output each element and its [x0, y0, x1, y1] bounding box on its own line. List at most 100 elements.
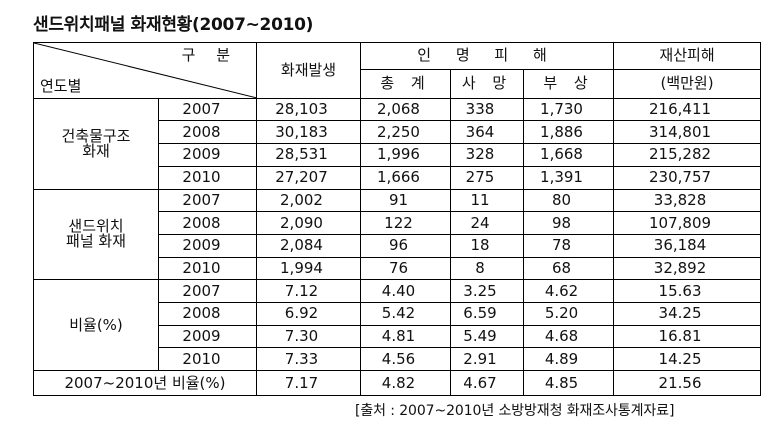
- header-year-label: 연도별: [40, 76, 82, 95]
- group-label-cell: 건축물구조 화재: [33, 97, 159, 190]
- summary-property-damage: 21.56: [613, 370, 762, 396]
- summary-injured: 4.85: [522, 370, 615, 396]
- fire-count-cell: 27,207: [256, 165, 361, 190]
- casualty-total-cell: 1,666: [360, 165, 451, 190]
- property-damage-cell: 14.25: [613, 347, 762, 372]
- year-cell: 2007: [158, 279, 257, 304]
- group-label-line1: 건축물구조: [61, 126, 131, 145]
- deaths-cell: 6.59: [450, 302, 524, 326]
- casualty-total-cell: 5.42: [360, 302, 451, 326]
- table-row: 비율(%) 2007 7.12 4.40 3.25 4.62 15.63: [33, 279, 762, 372]
- table-row: 2008 2,090 122 24 98 107,809: [34, 211, 762, 235]
- fire-count-cell: 2,084: [256, 233, 361, 258]
- group-label-line2: 화재: [82, 141, 110, 160]
- injured-cell: 1,730: [522, 97, 615, 122]
- diagonal-line: [34, 43, 256, 98]
- header-total: 총 계: [360, 68, 451, 99]
- injured-cell: 98: [522, 211, 615, 235]
- diagonal-header-cell: 구 분 연도별: [33, 42, 257, 99]
- header-injured: 부 상: [522, 68, 615, 99]
- table-row: 건축물구조 화재 2007 28,103 2,068 338 1,730 216,411: [33, 97, 762, 190]
- injured-cell: 1,886: [522, 120, 615, 145]
- deaths-cell: 24: [450, 211, 524, 235]
- property-damage-cell: 16.81: [613, 324, 762, 349]
- year-cell: 2008: [158, 120, 257, 145]
- injured-cell: 68: [522, 256, 615, 281]
- group-label-line1: 샌드위치: [68, 217, 124, 236]
- group-label-line1: 비율(%): [69, 315, 123, 334]
- fire-count-cell: 28,103: [256, 97, 361, 122]
- year-cell: 2010: [158, 347, 257, 372]
- deaths-cell: 5.49: [450, 324, 524, 349]
- casualty-total-cell: 1,996: [360, 143, 451, 167]
- group-label-line2: 패널 화재: [66, 232, 126, 251]
- year-cell: 2008: [158, 211, 257, 235]
- summary-deaths: 4.67: [450, 370, 524, 396]
- table-row: 샌드위치 패널 화재 2007 2,002 91 11 80 33,828: [33, 188, 762, 281]
- fire-statistics-table: 구 분 연도별 화재발생 인 명 피 해 재산피해 총 계 사 망 부 상 (백…: [33, 42, 762, 396]
- fire-count-cell: 2,002: [256, 188, 361, 213]
- year-cell: 2010: [158, 165, 257, 190]
- injured-cell: 78: [522, 233, 615, 258]
- fire-count-cell: 7.12: [256, 279, 361, 304]
- year-cell: 2008: [158, 302, 257, 326]
- casualty-total-cell: 4.56: [360, 347, 451, 372]
- fire-count-cell: 7.30: [256, 324, 361, 349]
- injured-cell: 1,668: [522, 143, 615, 167]
- fire-count-cell: 1,994: [256, 256, 361, 281]
- casualty-total-cell: 91: [360, 188, 451, 213]
- property-damage-cell: 216,411: [613, 97, 762, 122]
- header-property-damage: 재산피해: [613, 42, 762, 70]
- year-cell: 2009: [158, 233, 257, 258]
- deaths-cell: 2.91: [450, 347, 524, 372]
- year-cell: 2009: [158, 324, 257, 349]
- table-row: 2009 2,084 96 18 78 36,184: [34, 233, 762, 258]
- casualty-total-cell: 4.40: [360, 279, 451, 304]
- deaths-cell: 3.25: [450, 279, 524, 304]
- casualty-total-cell: 122: [360, 211, 451, 235]
- property-damage-cell: 230,757: [613, 165, 762, 190]
- header-casualties: 인 명 피 해: [359, 42, 615, 70]
- casualty-total-cell: 2,250: [360, 120, 451, 145]
- summary-casualty-total: 4.82: [360, 370, 451, 396]
- table-row: 2008 30,183 2,250 364 1,886 314,801: [34, 120, 762, 145]
- deaths-cell: 328: [450, 143, 524, 167]
- header-row-2: 총 계 사 망 부 상 (백만원): [34, 68, 762, 99]
- summary-fire-count: 7.17: [256, 370, 361, 396]
- document-title: 샌드위치패널 화재현황(2007~2010): [33, 15, 314, 35]
- injured-cell: 80: [522, 188, 615, 213]
- fire-count-cell: 2,090: [256, 211, 361, 235]
- fire-count-cell: 7.33: [256, 347, 361, 372]
- deaths-cell: 11: [450, 188, 524, 213]
- property-damage-cell: 314,801: [613, 120, 762, 145]
- property-damage-cell: 36,184: [613, 233, 762, 258]
- year-cell: 2007: [158, 97, 257, 122]
- table-row: 2010 7.33 4.56 2.91 4.89 14.25: [34, 347, 762, 372]
- fire-count-cell: 6.92: [256, 302, 361, 326]
- property-damage-cell: 15.63: [613, 279, 762, 304]
- group-label-cell: 샌드위치 패널 화재: [33, 188, 159, 281]
- injured-cell: 4.68: [522, 324, 615, 349]
- year-cell: 2010: [158, 256, 257, 281]
- deaths-cell: 275: [450, 165, 524, 190]
- header-category-label: 구 분: [181, 46, 238, 64]
- deaths-cell: 364: [450, 120, 524, 145]
- header-row-1: 구 분 연도별 화재발생 인 명 피 해 재산피해: [33, 42, 762, 99]
- property-damage-cell: 215,282: [613, 143, 762, 167]
- property-damage-cell: 33,828: [613, 188, 762, 213]
- property-damage-cell: 32,892: [613, 256, 762, 281]
- property-damage-cell: 107,809: [613, 211, 762, 235]
- casualty-total-cell: 4.81: [360, 324, 451, 349]
- injured-cell: 1,391: [522, 165, 615, 190]
- deaths-cell: 8: [450, 256, 524, 281]
- group-label-cell: 비율(%): [33, 279, 159, 372]
- source-citation: [출처 : 2007~2010년 소방방재청 화재조사통계자료]: [355, 403, 675, 419]
- summary-label-cell: 2007~2010년 비율(%): [33, 370, 257, 396]
- casualty-total-cell: 76: [360, 256, 451, 281]
- deaths-cell: 338: [450, 97, 524, 122]
- table-row: 2009 7.30 4.81 5.49 4.68 16.81: [34, 324, 762, 349]
- injured-cell: 4.89: [522, 347, 615, 372]
- injured-cell: 4.62: [522, 279, 615, 304]
- year-cell: 2007: [158, 188, 257, 213]
- year-cell: 2009: [158, 143, 257, 167]
